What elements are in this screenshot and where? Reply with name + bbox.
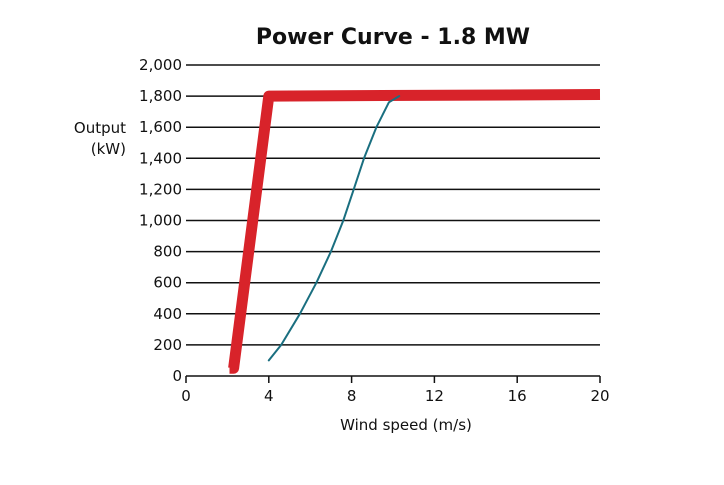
- series-layer: [228, 89, 601, 374]
- series-line-teal: [267, 95, 401, 362]
- x-axis-label: Wind speed (m/s): [340, 416, 472, 434]
- y-tick-label: 0: [172, 367, 182, 385]
- y-axis-label-line1: Output: [74, 119, 126, 137]
- y-tick-label: 1,200: [139, 180, 182, 198]
- y-tick-label: 2,000: [139, 56, 182, 74]
- y-tick-label: 600: [153, 274, 182, 292]
- chart-title: Power Curve - 1.8 MW: [256, 25, 530, 50]
- y-tick-label: 1,800: [139, 87, 182, 105]
- y-tick-labels: 0 200 400 600 800 1,000 1,200 1,400 1,600 1,800 2,…: [139, 56, 182, 385]
- y-tick-label: 1,000: [139, 212, 182, 230]
- x-tick-label: 0: [181, 387, 191, 405]
- y-tick-label: 400: [153, 305, 182, 323]
- series-line-red: [228, 89, 601, 374]
- y-tick-label: 1,400: [139, 149, 182, 167]
- y-tick-label: 200: [153, 336, 182, 354]
- x-tick-label: 8: [347, 387, 357, 405]
- x-tick-label: 4: [264, 387, 274, 405]
- y-axis-label-line2: (kW): [91, 140, 126, 158]
- x-tick-labels: 0 4 8 12 16 20: [181, 376, 610, 405]
- y-tick-label: 800: [153, 243, 182, 261]
- x-tick-label: 20: [590, 387, 609, 405]
- x-tick-label: 16: [508, 387, 527, 405]
- gridlines: [186, 64, 600, 346]
- x-tick-label: 12: [425, 387, 444, 405]
- y-tick-label: 1,600: [139, 118, 182, 136]
